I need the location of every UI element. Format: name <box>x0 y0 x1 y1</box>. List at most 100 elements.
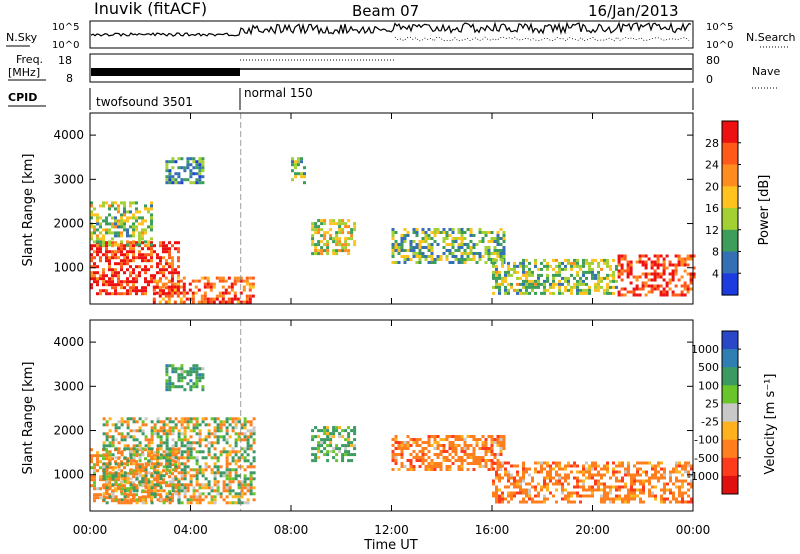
heatmap-cell <box>291 160 294 164</box>
heatmap-cell <box>189 181 193 185</box>
heatmap-cell <box>171 259 174 263</box>
heatmap-cell <box>433 231 437 234</box>
heatmap-cell <box>120 487 123 491</box>
heatmap-cell <box>552 282 555 286</box>
heatmap-cell <box>90 201 93 205</box>
colorbar-swatch <box>722 403 738 422</box>
heatmap-cell <box>633 473 636 477</box>
heatmap-cell <box>567 261 570 265</box>
heatmap-cell <box>507 473 510 477</box>
heatmap-cell <box>558 288 561 292</box>
heatmap-cell <box>600 494 603 498</box>
heatmap-cell <box>162 247 165 251</box>
heatmap-cell <box>448 261 452 264</box>
heatmap-cell <box>174 450 178 454</box>
heatmap-cell <box>415 246 419 249</box>
heatmap-cell <box>430 252 434 255</box>
heatmap-cell <box>451 435 455 438</box>
heatmap-cell <box>347 438 351 442</box>
heatmap-cell <box>171 483 175 487</box>
heatmap-cell <box>609 476 612 480</box>
heatmap-cell <box>141 495 145 499</box>
heatmap-cell <box>626 266 630 270</box>
heatmap-cell <box>683 269 687 273</box>
heatmap-cell <box>621 464 624 468</box>
heatmap-cell <box>639 497 642 501</box>
heatmap-cell <box>189 157 193 161</box>
heatmap-cell <box>132 286 135 290</box>
heatmap-cell <box>180 367 184 371</box>
heatmap-cell <box>323 429 327 433</box>
heatmap-cell <box>126 426 130 430</box>
heatmap-cell <box>159 262 162 266</box>
heatmap-cell <box>629 266 633 270</box>
heatmap-cell <box>222 450 226 454</box>
heatmap-cell <box>421 456 425 459</box>
heatmap-cell <box>567 491 570 495</box>
heatmap-cell <box>454 453 458 456</box>
heatmap-cell <box>206 285 210 289</box>
heatmap-cell <box>132 277 135 281</box>
heatmap-cell <box>117 441 121 445</box>
heatmap-cell <box>120 280 123 284</box>
heatmap-cell <box>391 234 395 237</box>
heatmap-cell <box>487 249 491 252</box>
heatmap-cell <box>233 294 237 298</box>
heatmap-cell <box>600 500 603 504</box>
heatmap-cell <box>117 247 120 251</box>
heatmap-cell <box>522 258 525 262</box>
heatmap-cell <box>233 297 237 301</box>
heatmap-cell <box>591 464 594 468</box>
heatmap-cell <box>177 385 181 389</box>
heatmap-cell <box>222 420 226 424</box>
heatmap-cell <box>626 260 630 264</box>
heatmap-cell <box>522 488 525 492</box>
heatmap-cell <box>189 477 193 481</box>
heatmap-cell <box>335 237 339 241</box>
heatmap-cell <box>93 262 96 266</box>
heatmap-cell <box>219 420 223 424</box>
heatmap-cell <box>207 441 211 445</box>
heatmap-cell <box>421 453 425 456</box>
heatmap-cell <box>93 277 96 281</box>
heatmap-cell <box>225 450 229 454</box>
heatmap-cell <box>234 423 238 427</box>
heatmap-cell <box>108 292 111 296</box>
heatmap-cell <box>660 500 663 504</box>
heatmap-cell <box>168 417 172 421</box>
heatmap-cell <box>576 285 579 289</box>
heatmap-cell <box>132 447 136 451</box>
heatmap-cell <box>552 267 555 271</box>
heatmap-cell <box>150 472 153 476</box>
heatmap-cell <box>120 438 124 442</box>
heatmap-cell <box>120 501 124 505</box>
heatmap-cell <box>135 469 138 473</box>
heatmap-cell <box>123 280 126 284</box>
heatmap-cell <box>147 463 150 467</box>
heatmap-cell <box>507 485 510 489</box>
heatmap-cell <box>496 468 500 471</box>
heatmap-cell <box>478 447 482 450</box>
heatmap-cell <box>320 252 324 256</box>
heatmap-cell <box>153 456 157 460</box>
heatmap-cell <box>179 297 183 301</box>
heatmap-cell <box>135 493 138 497</box>
power-heatmap-cells <box>90 157 696 304</box>
heatmap-cell <box>394 441 398 444</box>
heatmap-cell <box>180 417 184 421</box>
heatmap-cell <box>114 292 117 296</box>
heatmap-cell <box>168 447 172 451</box>
heatmap-cell <box>213 480 217 484</box>
heatmap-cell <box>576 258 579 262</box>
heatmap-cell <box>457 249 461 252</box>
heatmap-cell <box>168 262 171 266</box>
heatmap-cell <box>111 283 114 287</box>
heatmap-cell <box>484 441 488 444</box>
heatmap-cell <box>114 460 117 464</box>
heatmap-cell <box>648 479 651 483</box>
heatmap-cell <box>656 272 660 276</box>
heatmap-cell <box>317 450 321 454</box>
heatmap-cell <box>162 244 165 248</box>
heatmap-cell <box>555 264 558 268</box>
heatmap-cell <box>177 265 180 269</box>
